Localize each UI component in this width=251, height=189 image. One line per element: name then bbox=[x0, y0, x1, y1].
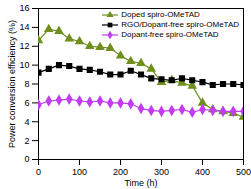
svg-text:Power conversion efficiency (%: Power conversion efficiency (%) bbox=[7, 20, 17, 148]
svg-text:300: 300 bbox=[154, 167, 169, 177]
svg-text:0: 0 bbox=[24, 154, 29, 164]
svg-text:400: 400 bbox=[195, 167, 210, 177]
svg-text:14: 14 bbox=[19, 22, 29, 32]
svg-text:2: 2 bbox=[24, 136, 29, 146]
html-text:Doped spiro-OMeTAD: Doped spiro-OMeTAD bbox=[121, 10, 200, 19]
svg-text:16: 16 bbox=[19, 3, 29, 13]
svg-text:10: 10 bbox=[19, 60, 29, 70]
svg-text:6: 6 bbox=[24, 98, 29, 108]
html-text:Dopant-free spiro-OMeTAD: Dopant-free spiro-OMeTAD bbox=[121, 30, 219, 39]
svg-text:Time (h): Time (h) bbox=[124, 178, 157, 188]
svg-text:12: 12 bbox=[19, 41, 29, 51]
svg-text:0: 0 bbox=[36, 167, 41, 177]
html-text:RGO/Dopant-free spiro-OMeTAD: RGO/Dopant-free spiro-OMeTAD bbox=[121, 20, 239, 29]
svg-text:8: 8 bbox=[24, 79, 29, 89]
svg-text:200: 200 bbox=[113, 167, 128, 177]
svg-text:4: 4 bbox=[24, 117, 29, 127]
svg-text:500: 500 bbox=[236, 167, 251, 177]
svg-text:100: 100 bbox=[72, 167, 87, 177]
